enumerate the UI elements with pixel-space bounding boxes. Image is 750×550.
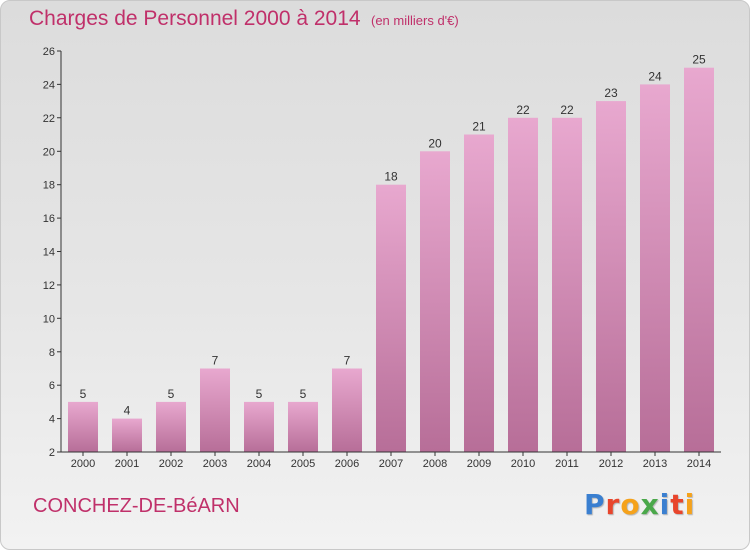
value-label: 5 (168, 387, 175, 401)
value-label: 22 (560, 103, 574, 117)
bar-2003 (200, 368, 230, 452)
x-tick-label: 2000 (71, 458, 95, 470)
y-tick-label: 12 (43, 280, 55, 292)
x-tick-label: 2002 (159, 458, 183, 470)
y-tick-label: 4 (49, 414, 55, 426)
bar-2010 (508, 117, 538, 453)
bar-2009 (464, 134, 494, 452)
bar-2007 (376, 184, 406, 452)
bar-2001 (112, 418, 142, 452)
value-label: 24 (648, 69, 662, 83)
logo-letter: t (670, 488, 685, 521)
value-label: 4 (124, 404, 131, 418)
x-tick-label: 2011 (555, 458, 579, 470)
x-tick-label: 2012 (599, 458, 623, 470)
x-tick-label: 2008 (423, 458, 447, 470)
bar-2002 (156, 401, 186, 452)
logo-letter: i (659, 488, 671, 521)
value-label: 5 (300, 387, 307, 401)
y-tick-label: 6 (49, 380, 55, 392)
bar-2011 (552, 117, 582, 453)
commune-name: CONCHEZ-DE-BéARN (33, 495, 240, 517)
bar-2006 (332, 368, 362, 452)
y-tick-label: 24 (43, 79, 55, 91)
y-tick-label: 14 (43, 247, 55, 259)
y-tick-label: 26 (43, 46, 55, 58)
x-tick-label: 2013 (643, 458, 667, 470)
x-tick-label: 2009 (467, 458, 491, 470)
logo-letter: x (640, 488, 660, 521)
proxiti-logo: Proxiti (584, 488, 695, 521)
y-tick-label: 10 (43, 313, 55, 325)
value-label: 18 (384, 170, 398, 184)
bar-2012 (596, 101, 626, 452)
x-tick-label: 2004 (247, 458, 271, 470)
x-tick-label: 2007 (379, 458, 403, 470)
bar-2004 (244, 401, 274, 452)
logo-letter: r (605, 488, 621, 521)
chart-subtitle: (en milliers d'€) (371, 13, 459, 28)
bar-2005 (288, 401, 318, 452)
value-label: 25 (692, 53, 706, 67)
y-tick-label: 18 (43, 180, 55, 192)
logo-letter: o (620, 488, 641, 521)
logo-letter: i (684, 488, 696, 521)
logo-letter: P (584, 488, 606, 521)
y-tick-label: 20 (43, 146, 55, 158)
x-tick-label: 2014 (687, 458, 711, 470)
x-tick-label: 2003 (203, 458, 227, 470)
x-tick-label: 2010 (511, 458, 535, 470)
value-label: 21 (472, 120, 486, 134)
value-label: 7 (344, 354, 351, 368)
value-label: 5 (80, 387, 87, 401)
bar-2013 (640, 84, 670, 453)
y-tick-label: 16 (43, 213, 55, 225)
bar-2014 (684, 67, 714, 452)
chart-title: Charges de Personnel 2000 à 2014 (29, 7, 361, 30)
x-tick-label: 2006 (335, 458, 359, 470)
x-tick-label: 2001 (115, 458, 139, 470)
value-label: 20 (428, 136, 442, 150)
value-label: 22 (516, 103, 530, 117)
value-label: 5 (256, 387, 263, 401)
bar-2008 (420, 151, 450, 453)
x-tick-label: 2005 (291, 458, 315, 470)
y-tick-label: 8 (49, 347, 55, 359)
value-label: 7 (212, 354, 219, 368)
value-label: 23 (604, 86, 618, 100)
y-tick-label: 22 (43, 113, 55, 125)
bar-2000 (68, 401, 98, 452)
y-tick-label: 2 (49, 447, 55, 459)
